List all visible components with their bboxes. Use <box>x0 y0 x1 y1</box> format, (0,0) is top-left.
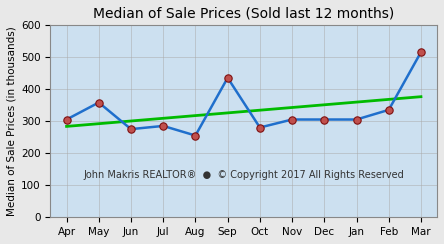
Point <box>256 126 263 130</box>
Point <box>95 101 102 104</box>
Point <box>321 118 328 122</box>
Text: John Makris REALTOR®  ●  © Copyright 2017 All Rights Reserved: John Makris REALTOR® ● © Copyright 2017 … <box>83 170 404 180</box>
Point <box>289 118 296 122</box>
Point <box>417 50 424 54</box>
Point <box>353 118 360 122</box>
Y-axis label: Median of Sale Prices (in thousands): Median of Sale Prices (in thousands) <box>7 26 17 216</box>
Point <box>224 76 231 80</box>
Point <box>63 118 70 122</box>
Point <box>160 124 167 128</box>
Title: Median of Sale Prices (Sold last 12 months): Median of Sale Prices (Sold last 12 mont… <box>93 7 394 21</box>
Point <box>385 108 392 112</box>
Point <box>192 134 199 138</box>
Point <box>127 127 135 131</box>
